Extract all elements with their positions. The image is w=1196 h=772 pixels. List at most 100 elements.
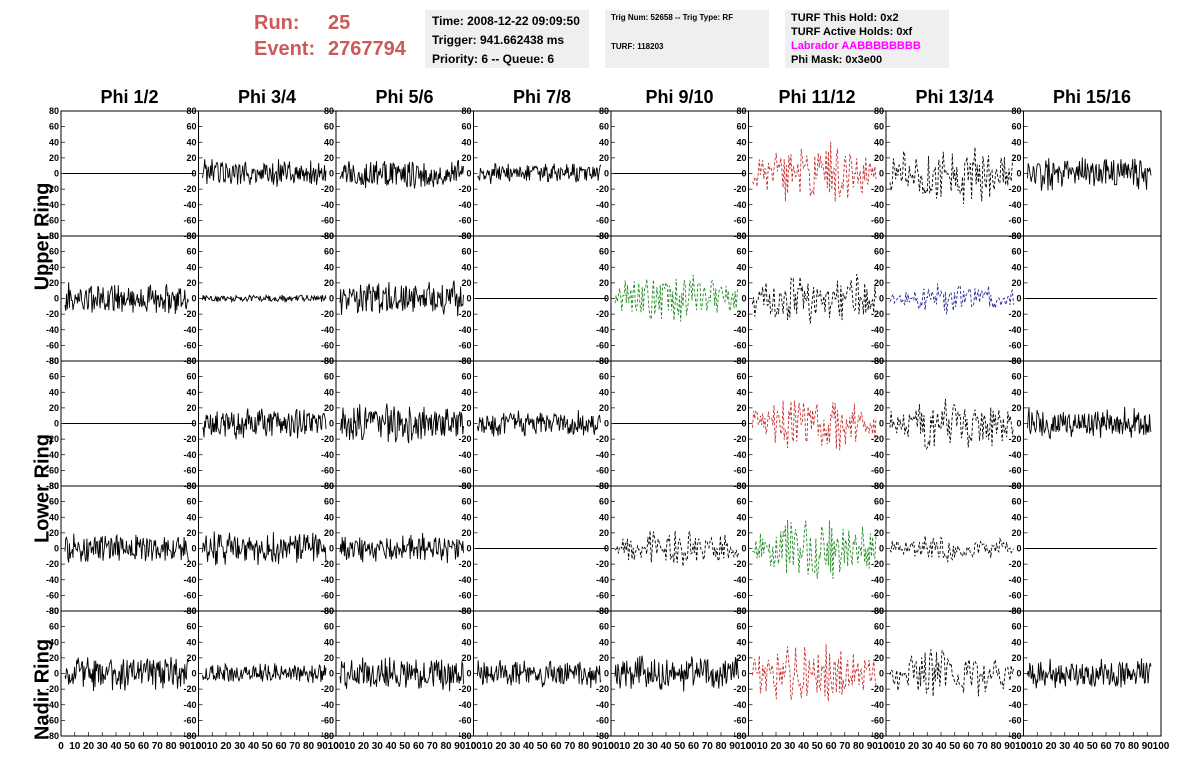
y-tick-label: 60 (324, 372, 334, 382)
y-tick-label: -40 (321, 325, 334, 335)
y-tick-label: 0 (741, 169, 746, 179)
x-tick-label: 60 (825, 741, 837, 752)
column-label: Phi 15/16 (1052, 87, 1132, 107)
x-tick-label: 60 (138, 741, 150, 752)
y-tick-label: 80 (874, 356, 884, 366)
x-tick-label: 10 (757, 741, 769, 752)
y-tick-label: 60 (874, 372, 884, 382)
y-tick-label: -20 (321, 309, 334, 319)
y-tick-label: -40 (1008, 575, 1021, 585)
y-tick-label: -40 (1008, 700, 1021, 710)
x-tick-label: 40 (798, 741, 810, 752)
y-tick-label: -40 (458, 450, 471, 460)
y-tick-label: 80 (49, 606, 59, 616)
y-tick-label: -20 (458, 309, 471, 319)
y-tick-label: 0 (1016, 669, 1021, 679)
y-tick-label: -60 (733, 215, 746, 225)
y-tick-label: 0 (54, 669, 59, 679)
y-tick-label: -60 (458, 590, 471, 600)
y-tick-label: -20 (183, 684, 196, 694)
waveform (339, 532, 464, 564)
y-tick-label: 20 (1011, 278, 1021, 288)
y-tick-label: 20 (324, 278, 334, 288)
waveform (477, 660, 602, 689)
y-tick-label: -20 (596, 684, 609, 694)
y-tick-label: -40 (46, 575, 59, 585)
x-tick-label: 50 (1087, 741, 1099, 752)
y-tick-label: 60 (49, 497, 59, 507)
turf-this-hold-text: TURF This Hold: 0x2 (791, 12, 899, 24)
x-tick-label: 0 (471, 741, 477, 752)
y-tick-label: -40 (183, 200, 196, 210)
y-tick-label: -60 (183, 590, 196, 600)
y-tick-label: 20 (49, 153, 59, 163)
y-tick-label: 40 (736, 262, 746, 272)
y-tick-label: -80 (871, 731, 884, 741)
y-tick-label: 80 (49, 481, 59, 491)
x-tick-label: 70 (839, 741, 851, 752)
x-tick-label: 10 (894, 741, 906, 752)
x-tick-label: 0 (608, 741, 614, 752)
y-tick-label: 20 (186, 278, 196, 288)
x-tick-label: 30 (922, 741, 934, 752)
y-tick-label: -40 (46, 200, 59, 210)
y-tick-label: 20 (736, 653, 746, 663)
y-tick-label: 80 (324, 231, 334, 241)
y-tick-label: 40 (736, 512, 746, 522)
y-tick-label: 0 (741, 544, 746, 554)
y-tick-label: 80 (186, 106, 196, 116)
y-tick-label: 0 (604, 294, 609, 304)
y-tick-label: 0 (1016, 294, 1021, 304)
y-tick-label: 60 (1011, 372, 1021, 382)
x-tick-label: 40 (385, 741, 397, 752)
x-tick-label: 80 (165, 741, 177, 752)
y-tick-label: 80 (874, 606, 884, 616)
y-tick-label: 20 (186, 153, 196, 163)
y-tick-label: -20 (458, 684, 471, 694)
y-tick-label: 60 (186, 497, 196, 507)
y-tick-label: 80 (736, 356, 746, 366)
y-tick-label: 0 (604, 669, 609, 679)
y-tick-label: -20 (596, 309, 609, 319)
y-tick-label: -60 (871, 590, 884, 600)
waveform (752, 400, 877, 451)
y-tick-label: -20 (321, 559, 334, 569)
y-tick-label: 80 (1011, 231, 1021, 241)
y-tick-label: 60 (186, 247, 196, 257)
y-tick-label: 0 (879, 419, 884, 429)
y-tick-label: 0 (54, 294, 59, 304)
y-tick-label: -60 (1008, 340, 1021, 350)
y-tick-label: -20 (183, 309, 196, 319)
y-tick-label: 40 (874, 137, 884, 147)
y-tick-label: 0 (879, 294, 884, 304)
y-tick-label: -80 (46, 481, 59, 491)
run-value: 25 (328, 12, 351, 34)
y-tick-label: 40 (874, 387, 884, 397)
y-tick-label: 20 (324, 653, 334, 663)
y-tick-label: 80 (461, 106, 471, 116)
run-label: Run: (254, 12, 300, 34)
y-tick-label: -40 (321, 700, 334, 710)
y-tick-label: 80 (599, 231, 609, 241)
y-tick-label: -20 (733, 184, 746, 194)
y-tick-label: -60 (321, 590, 334, 600)
x-tick-label: 10 (1032, 741, 1044, 752)
y-tick-label: 80 (461, 606, 471, 616)
y-tick-label: 20 (874, 278, 884, 288)
y-tick-label: -40 (183, 575, 196, 585)
y-tick-label: 0 (466, 544, 471, 554)
y-tick-label: 20 (736, 528, 746, 538)
y-tick-label: 60 (324, 122, 334, 132)
y-tick-label: 60 (49, 247, 59, 257)
y-tick-label: 60 (736, 122, 746, 132)
waveform (339, 403, 464, 444)
x-tick-label: 80 (303, 741, 315, 752)
y-tick-label: -20 (1008, 184, 1021, 194)
x-tick-label: 50 (262, 741, 274, 752)
waveform (339, 657, 464, 692)
y-tick-label: 80 (461, 481, 471, 491)
y-tick-label: 60 (1011, 247, 1021, 257)
y-tick-label: 60 (599, 372, 609, 382)
x-tick-label: 100 (878, 741, 895, 752)
panel-frame (748, 485, 887, 612)
